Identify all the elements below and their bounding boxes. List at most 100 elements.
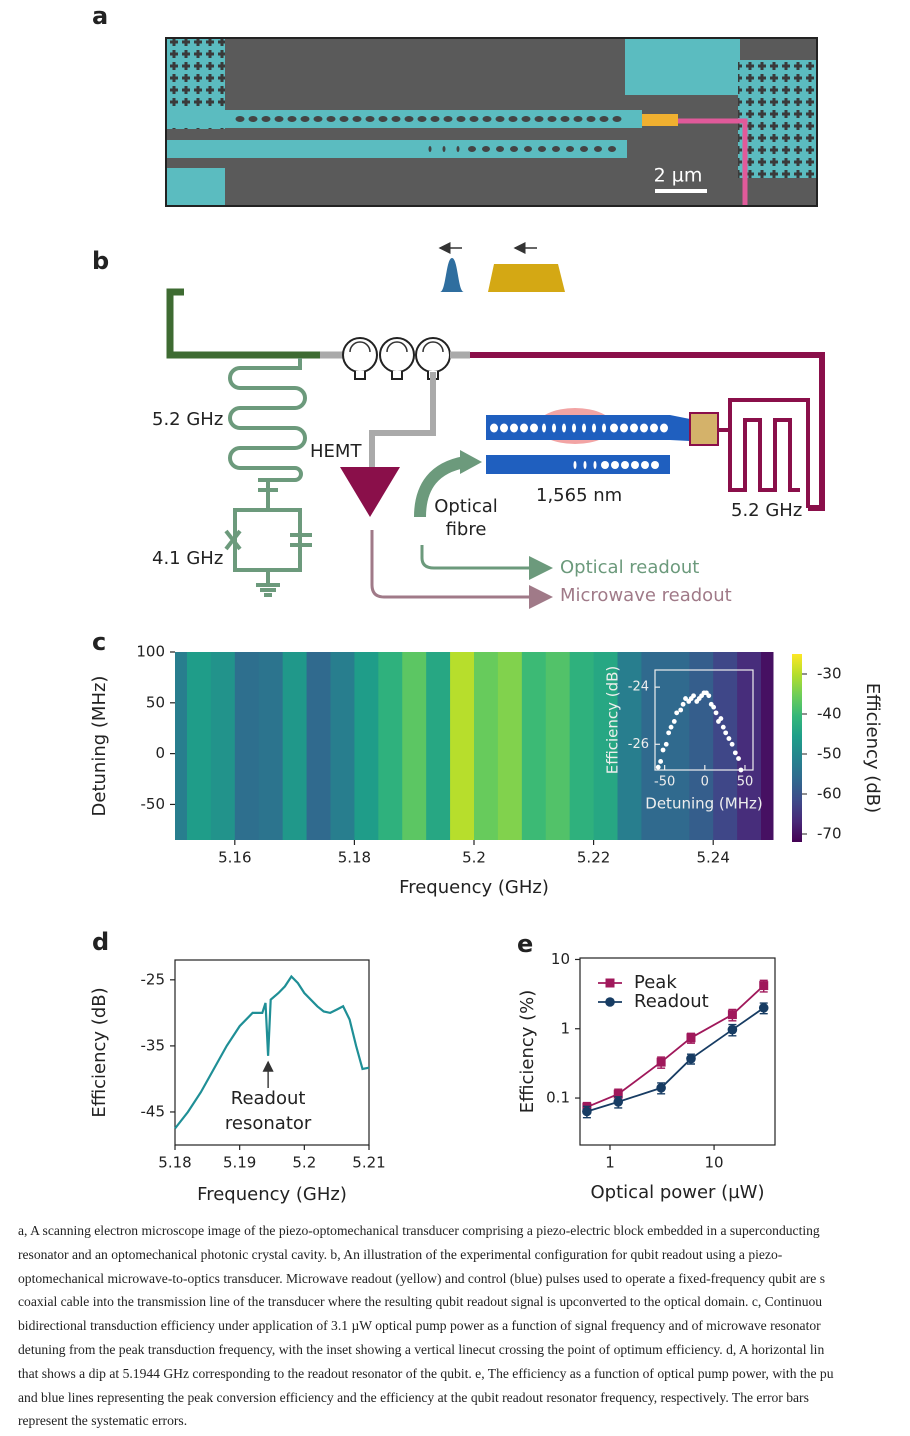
caption-line: a, A scanning electron microscope image … [18, 1223, 820, 1238]
legend-marker [605, 978, 615, 988]
holes [235, 116, 622, 152]
panel-label: a [92, 2, 108, 30]
hole [601, 461, 609, 469]
x-axis-label: Detuning (MHz) [645, 795, 762, 813]
hole [610, 423, 618, 433]
x-tick-label: 10 [705, 1154, 724, 1172]
marker [656, 1083, 666, 1093]
hole [508, 116, 518, 122]
heatmap-cell [617, 652, 642, 840]
heatmap-cell [641, 652, 666, 840]
heatmap-cell [761, 652, 774, 840]
hole [482, 116, 492, 122]
marker [656, 1057, 666, 1067]
y-tick-label: -25 [141, 970, 166, 988]
y-tick-label: -24 [628, 680, 649, 695]
scale-bar-label: 2 µm [654, 165, 703, 187]
x-tick-label: -50 [654, 775, 675, 790]
hole [235, 116, 245, 122]
caption-line: optomechanical microwave-to-optics trans… [18, 1270, 826, 1286]
annotation: resonator [225, 1113, 312, 1134]
caption-line: and blue lines representing the peak con… [18, 1389, 809, 1405]
hole [534, 116, 544, 122]
point [663, 741, 669, 747]
y-tick-label: -45 [141, 1102, 166, 1120]
heatmap-cell [474, 652, 499, 840]
hole [248, 116, 258, 122]
hole [630, 423, 638, 433]
hole [490, 423, 498, 433]
heatmap-cell [175, 652, 188, 840]
caption-line: resonator and an optomechanical photonic… [18, 1246, 783, 1262]
x-tick-label: 50 [737, 775, 754, 790]
plot-frame [654, 669, 754, 771]
marker [759, 981, 769, 991]
y-tick-label: -26 [628, 737, 649, 752]
marker [686, 1033, 696, 1043]
heatmap-cell [258, 652, 284, 840]
hole [620, 423, 628, 433]
hole [404, 116, 414, 122]
heatmap-cell [378, 652, 403, 840]
heatmap-cell [402, 652, 427, 840]
point [732, 750, 738, 756]
point [718, 716, 724, 721]
point [711, 704, 717, 710]
heatmap-cell [426, 652, 451, 840]
hole [339, 116, 349, 122]
hole [580, 146, 588, 152]
hole [313, 116, 323, 122]
caption-line: that shows a dip at 5.1944 GHz correspon… [18, 1365, 834, 1381]
hole [456, 146, 460, 152]
plot-frame [579, 957, 776, 1146]
hole [631, 461, 639, 469]
point [668, 724, 674, 730]
figure: a b c d e 2 µm [89, 2, 883, 1206]
x-axis-label: Frequency (GHz) [399, 877, 549, 898]
heatmap-cell [354, 652, 379, 840]
hole [391, 116, 401, 122]
point [729, 741, 735, 747]
heatmap-cell [665, 652, 690, 840]
hole [430, 116, 440, 122]
x-axis-label: Frequency (GHz) [197, 1184, 347, 1205]
series-line [586, 1007, 765, 1113]
point [680, 701, 686, 707]
point [666, 730, 672, 736]
y-tick-label: 50 [146, 693, 165, 711]
hole [456, 116, 466, 122]
point [736, 756, 741, 761]
hole [573, 116, 583, 122]
annotation: Readout [231, 1088, 306, 1109]
hole [482, 146, 490, 152]
heatmap-cell [330, 652, 355, 840]
point [658, 759, 664, 764]
point [706, 693, 712, 699]
hole [417, 116, 427, 122]
point [723, 730, 729, 736]
label: Optical readout [560, 557, 699, 578]
hole [261, 116, 271, 122]
label: Optical [434, 496, 498, 517]
marker [686, 1053, 696, 1064]
y-tick-label: 100 [136, 643, 165, 661]
hole [547, 116, 557, 122]
panel-labels: a b c d e [92, 2, 533, 958]
heatmap-cell [593, 652, 619, 840]
x-tick-label: 1 [605, 1154, 615, 1172]
panel-label: d [92, 928, 109, 956]
x-tick-label: 5.18 [338, 849, 371, 867]
heatmap-cell [282, 652, 308, 840]
point [720, 724, 726, 730]
hole [583, 461, 587, 469]
panel-label: e [517, 930, 533, 958]
label: 1,565 nm [536, 485, 622, 506]
caption: a, A scanning electron microscope image … [18, 1219, 910, 1433]
hole [651, 461, 659, 469]
colorbar-tick-label: -60 [817, 785, 842, 803]
point [691, 693, 696, 699]
point [726, 736, 732, 741]
hole [443, 116, 453, 122]
y-axis-label: Detuning (MHz) [89, 676, 110, 817]
